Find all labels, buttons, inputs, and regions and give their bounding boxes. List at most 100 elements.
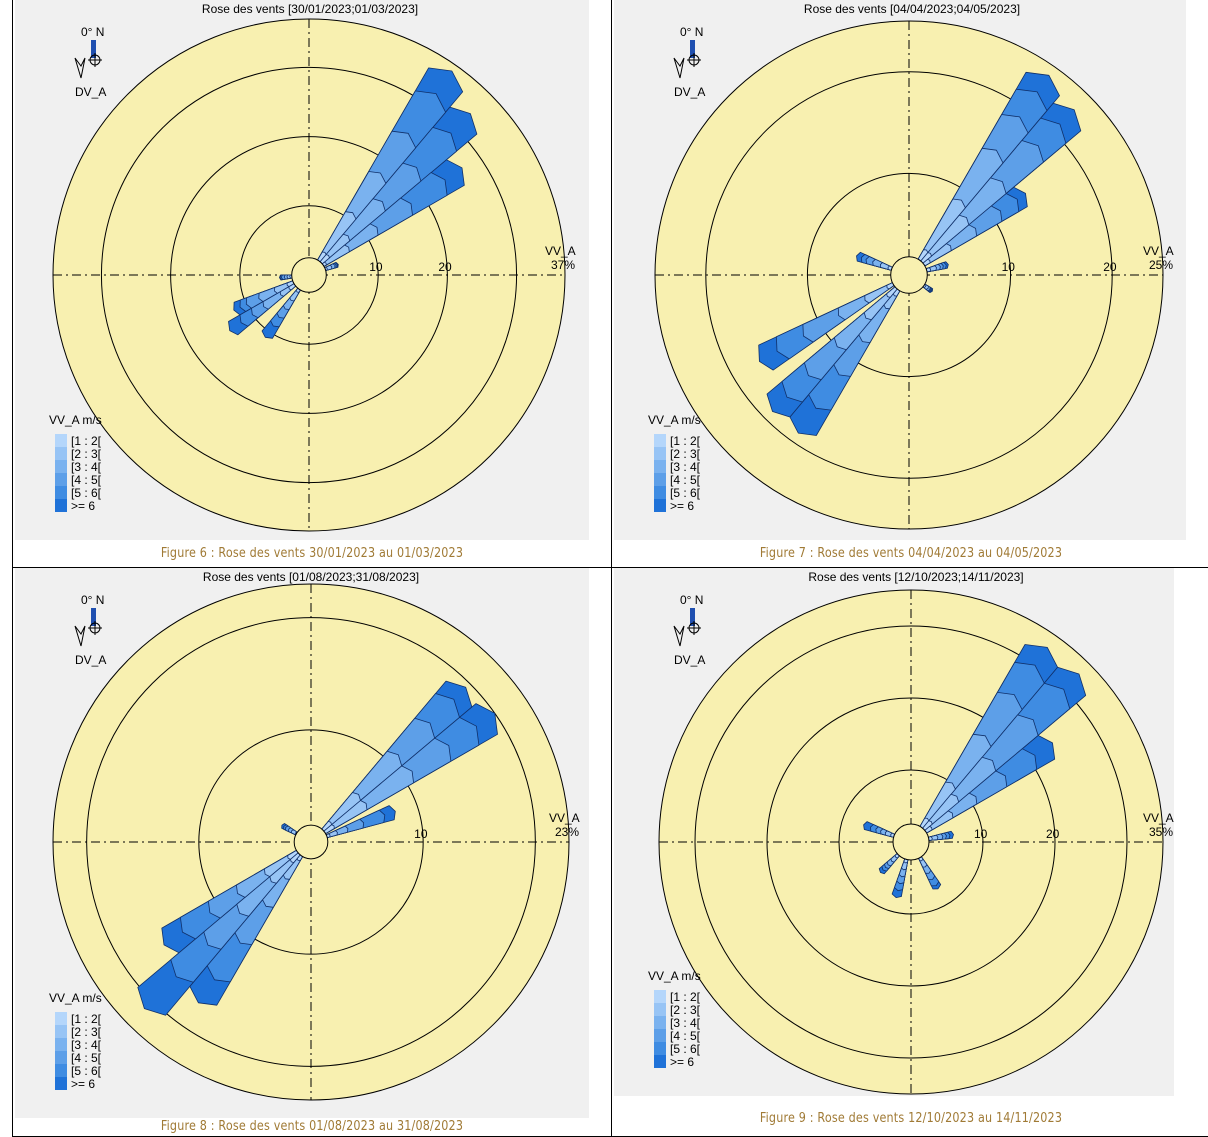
legend-swatch (55, 473, 67, 486)
legend-title: VV_A m/s (49, 413, 102, 427)
figure-caption: Figure 6 : Rose des vents 30/01/2023 au … (160, 546, 464, 561)
ring-label: 10 (414, 827, 428, 841)
figure-caption: Figure 8 : Rose des vents 01/08/2023 au … (160, 1119, 464, 1134)
legend-label: [1 : 2[ (71, 434, 102, 448)
legend-swatch (654, 1016, 666, 1029)
direction-variable-label: DV_A (75, 653, 106, 667)
calm-circle (892, 823, 930, 861)
legend-label: [3 : 4[ (670, 1016, 701, 1030)
legend-label: [5 : 6[ (71, 486, 102, 500)
calm-circle (291, 257, 327, 293)
compass-needle-icon (673, 625, 685, 647)
wind-rose-chart: Rose des vents [30/01/2023;01/03/2023] 10… (15, 0, 589, 540)
speed-variable-label: VV_A (1143, 811, 1174, 825)
legend-swatch (55, 1038, 67, 1051)
legend-swatch (654, 460, 666, 473)
wind-rose-figure-8: Rose des vents [01/08/2023;31/08/2023] 10… (13, 568, 611, 1134)
max-percent-label: 35% (1149, 825, 1173, 839)
table-border-left (12, 0, 13, 1137)
wind-rose-chart: Rose des vents [04/04/2023;04/05/2023] 10… (614, 0, 1186, 540)
wind-rose-chart: Rose des vents [12/10/2023;14/11/2023] 10… (614, 568, 1174, 1096)
speed-variable-label: VV_A (545, 244, 576, 258)
legend-swatch (55, 1012, 67, 1025)
ring-label: 20 (1103, 260, 1117, 274)
legend-label: [2 : 3[ (71, 1025, 102, 1039)
ring-label: 20 (1046, 827, 1060, 841)
calm-circle (293, 824, 329, 860)
figure-caption: Figure 9 : Rose des vents 12/10/2023 au … (759, 1111, 1063, 1126)
legend-swatch (55, 486, 67, 499)
north-arrow-icon: 0° N (74, 593, 104, 647)
legend-label: >= 6 (670, 499, 694, 513)
north-arrow-icon: 0° N (673, 593, 703, 647)
north-label: 0° N (81, 593, 104, 607)
legend-swatch (654, 1055, 666, 1068)
legend-swatch (654, 1003, 666, 1016)
legend-label: [4 : 5[ (670, 1029, 701, 1043)
legend-swatch (654, 1042, 666, 1055)
legend-title: VV_A m/s (49, 991, 102, 1005)
legend-swatch (654, 1029, 666, 1042)
compass-needle-icon (673, 57, 685, 79)
north-bar-icon (91, 40, 96, 58)
legend-title: VV_A m/s (648, 969, 701, 983)
rose-ring (694, 625, 1128, 1059)
legend-label: [1 : 2[ (670, 434, 701, 448)
north-label: 0° N (680, 593, 703, 607)
chart-title: Rose des vents [04/04/2023;04/05/2023] (804, 2, 1020, 16)
legend-swatch (55, 460, 67, 473)
legend-label: [4 : 5[ (670, 473, 701, 487)
legend-label: [3 : 4[ (670, 460, 701, 474)
legend-swatch (55, 499, 67, 512)
legend-label: [1 : 2[ (670, 990, 701, 1004)
max-percent-label: 25% (1149, 258, 1173, 272)
max-percent-label: 23% (555, 825, 579, 839)
legend-swatch (55, 1077, 67, 1090)
north-bar-icon (91, 608, 96, 626)
legend-title: VV_A m/s (648, 413, 701, 427)
rose-ring (198, 729, 424, 955)
legend-label: [5 : 6[ (71, 1064, 102, 1078)
chart-title: Rose des vents [12/10/2023;14/11/2023] (808, 570, 1023, 584)
legend-label: >= 6 (670, 1055, 694, 1069)
ring-label: 10 (369, 260, 383, 274)
north-bar-icon (690, 40, 695, 58)
legend-swatch (55, 1025, 67, 1038)
legend-swatch (55, 1064, 67, 1077)
wind-rose-chart: Rose des vents [01/08/2023;31/08/2023] 10… (15, 568, 589, 1118)
legend-swatch (55, 434, 67, 447)
chart-title: Rose des vents [30/01/2023;01/03/2023] (202, 2, 418, 16)
wind-rose-figure-7: Rose des vents [04/04/2023;04/05/2023] 10… (612, 0, 1208, 566)
direction-variable-label: DV_A (674, 85, 705, 99)
legend-swatch (55, 1051, 67, 1064)
chart-title: Rose des vents [01/08/2023;31/08/2023] (203, 570, 419, 584)
legend-label: [2 : 3[ (71, 447, 102, 461)
ring-label: 10 (1002, 260, 1016, 274)
legend-label: [3 : 4[ (71, 460, 102, 474)
legend-label: [5 : 6[ (670, 486, 701, 500)
legend-label: >= 6 (71, 1077, 95, 1091)
direction-variable-label: DV_A (674, 653, 705, 667)
legend-label: [4 : 5[ (71, 473, 102, 487)
legend-label: [1 : 2[ (71, 1012, 102, 1026)
north-label: 0° N (680, 25, 703, 39)
legend-label: [3 : 4[ (71, 1038, 102, 1052)
figure-caption: Figure 7 : Rose des vents 04/04/2023 au … (759, 546, 1063, 561)
legend-label: >= 6 (71, 499, 95, 513)
north-label: 0° N (81, 25, 104, 39)
wind-rose-figure-6: Rose des vents [30/01/2023;01/03/2023] 10… (13, 0, 611, 566)
speed-variable-label: VV_A (1143, 244, 1174, 258)
legend-label: [5 : 6[ (670, 1042, 701, 1056)
north-bar-icon (690, 608, 695, 626)
compass-needle-icon (74, 57, 86, 79)
table-border-middle (611, 0, 612, 1137)
ring-label: 10 (974, 827, 988, 841)
legend-swatch (55, 447, 67, 460)
table-border-row (12, 567, 1208, 568)
legend-label: [2 : 3[ (670, 447, 701, 461)
max-percent-label: 37% (551, 258, 575, 272)
north-arrow-icon: 0° N (673, 25, 703, 79)
legend-swatch (654, 447, 666, 460)
legend-label: [2 : 3[ (670, 1003, 701, 1017)
